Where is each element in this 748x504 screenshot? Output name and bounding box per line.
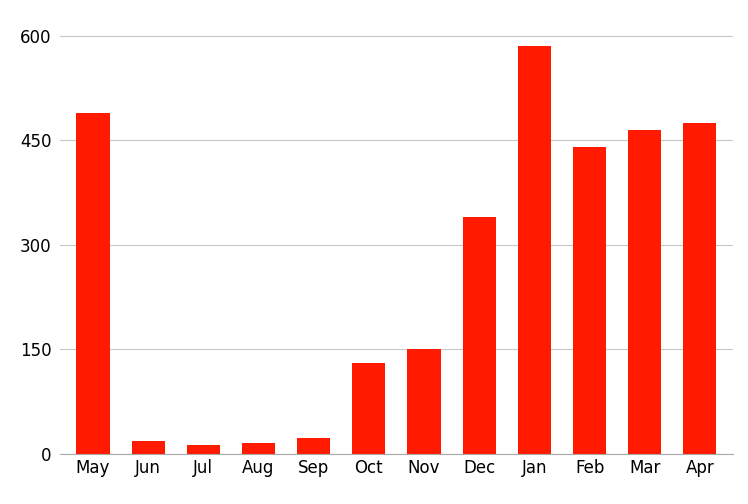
Bar (242, 443, 275, 454)
Bar (187, 445, 220, 454)
Bar (408, 349, 441, 454)
Bar (463, 217, 496, 454)
Bar (297, 438, 330, 454)
Bar (76, 112, 109, 454)
Bar (573, 147, 606, 454)
Bar (518, 46, 551, 454)
Bar (628, 130, 661, 454)
Bar (684, 123, 717, 454)
Bar (352, 363, 385, 454)
Bar (132, 441, 165, 454)
